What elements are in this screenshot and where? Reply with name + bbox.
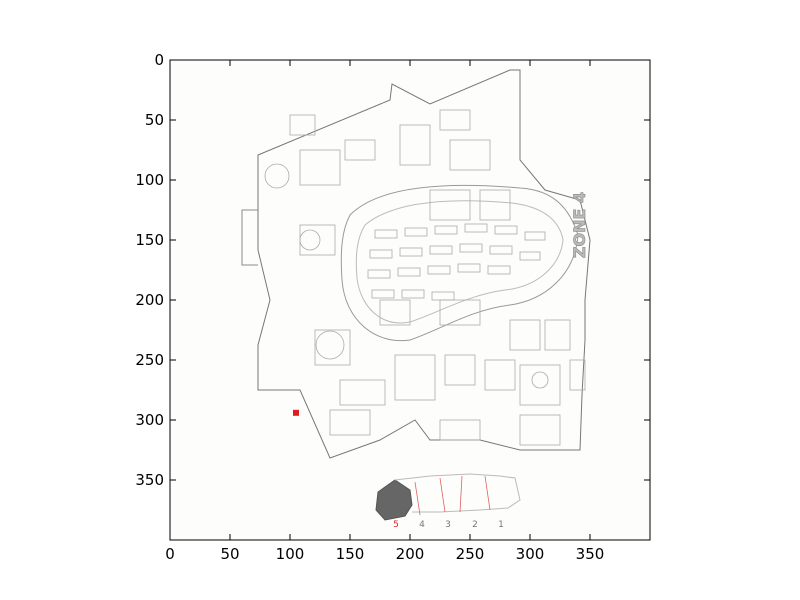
x-tick-label: 300	[516, 545, 545, 563]
minimap-dividers	[414, 475, 491, 516]
x-tick-label: 350	[576, 545, 605, 563]
building-outline	[257, 69, 591, 459]
minimap-zone-5-highlight	[375, 479, 413, 521]
data-points	[293, 409, 299, 416]
data-point-marker	[293, 409, 299, 416]
floor-plan-map: ZONE 4	[241, 69, 591, 459]
inner-ring	[340, 184, 579, 342]
y-tick-label: 350	[135, 471, 164, 489]
y-tick-label: 100	[135, 171, 164, 189]
west-annex	[241, 209, 258, 266]
minimap-number-1: 1	[498, 520, 504, 530]
x-tick-label: 50	[220, 545, 239, 563]
fixtures	[264, 109, 586, 446]
zone-4-label: ZONE 4	[570, 192, 589, 258]
axis-ticks: 0 50 100 150 200 250 300 350 0 50 100 150 200 250 300 3…	[135, 51, 650, 563]
x-tick-label: 100	[276, 545, 305, 563]
minimap-number-5: 5	[393, 520, 399, 530]
y-tick-label: 0	[154, 51, 164, 69]
y-tick-label: 250	[135, 351, 164, 369]
minimap-number-2: 2	[472, 520, 478, 530]
minimap-number-4: 4	[419, 520, 425, 530]
x-tick-label: 150	[336, 545, 365, 563]
inner-ring-2	[355, 200, 564, 324]
x-tick-label: 0	[165, 545, 175, 563]
y-tick-label: 150	[135, 231, 164, 249]
minimap: 5 4 3 2 1	[375, 473, 521, 530]
y-tick-label: 200	[135, 291, 164, 309]
y-tick-label: 50	[145, 111, 164, 129]
y-tick-label: 300	[135, 411, 164, 429]
x-tick-label: 250	[456, 545, 485, 563]
x-tick-label: 200	[396, 545, 425, 563]
minimap-number-3: 3	[445, 520, 451, 530]
